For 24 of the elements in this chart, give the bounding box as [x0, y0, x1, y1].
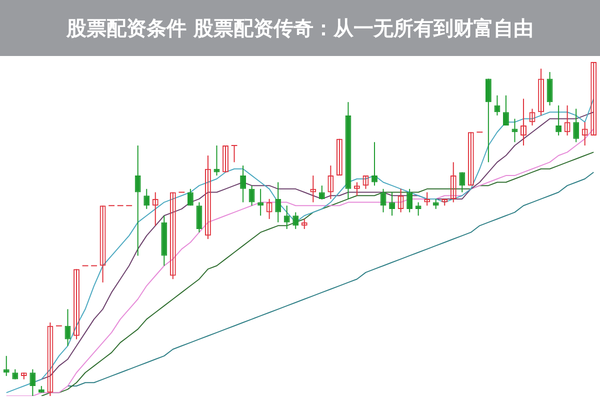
candlestick [144, 188, 150, 210]
candlestick [248, 185, 255, 206]
candlestick [230, 145, 238, 163]
candlestick [503, 94, 509, 126]
candlestick [573, 108, 580, 143]
candlestick [318, 185, 325, 200]
candlestick [415, 202, 422, 216]
candlestick [187, 188, 194, 206]
candlestick [196, 202, 202, 233]
candlestick [556, 104, 562, 136]
candlestick [485, 78, 492, 163]
candlestick [372, 142, 378, 186]
candlestick [292, 212, 299, 230]
candlestick [284, 205, 290, 230]
candlestick [546, 72, 553, 106]
chart-title: 股票配资条件 股票配资传奇：从一无所有到财富自由 [0, 0, 600, 56]
candlestick [389, 192, 395, 216]
candlestick [30, 368, 36, 396]
candlestick [134, 145, 141, 256]
candlestick [406, 188, 413, 213]
candlestick [240, 165, 246, 203]
candlestick [459, 172, 466, 193]
candlestick [275, 182, 282, 223]
candlestick [494, 94, 500, 116]
